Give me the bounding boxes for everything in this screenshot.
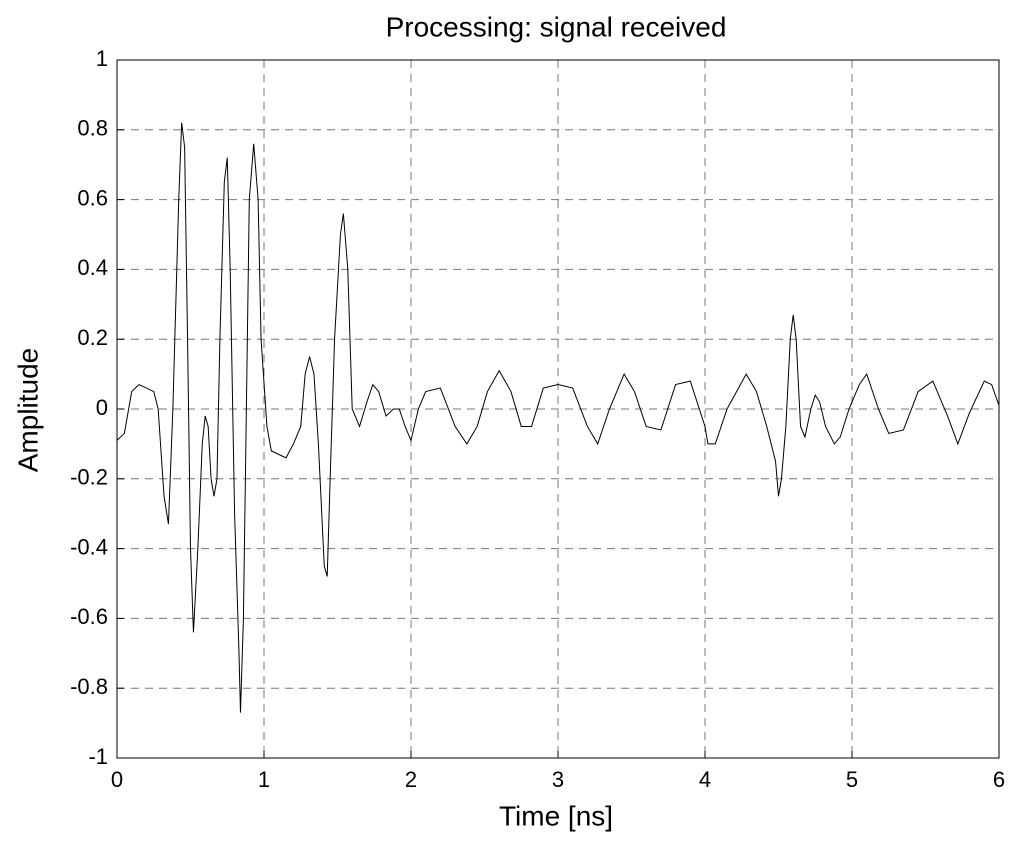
y-tick-label: 0.6 [77,185,108,210]
x-tick-label: 1 [258,767,270,792]
x-tick-label: 4 [699,767,711,792]
y-axis-label: Amplitude [12,348,43,473]
x-tick-label: 5 [846,767,858,792]
x-tick-label: 2 [405,767,417,792]
x-tick-label: 3 [552,767,564,792]
y-tick-label: 1 [96,46,108,71]
chart-title: Processing: signal received [386,11,727,42]
y-tick-label: -0.8 [70,674,108,699]
y-tick-label: -1 [88,744,108,769]
x-tick-label: 6 [993,767,1005,792]
signal-line [116,122,1000,713]
x-axis-label: Time [ns] [499,800,613,831]
plot-frame [116,59,1000,759]
x-tick-label: 0 [111,767,123,792]
y-tick-label: -0.4 [70,534,108,559]
y-tick-label: 0.8 [77,116,108,141]
y-tick-label: 0.2 [77,325,108,350]
y-tick-label: -0.2 [70,465,108,490]
y-tick-label: 0.4 [77,255,108,280]
y-tick-label: -0.6 [70,604,108,629]
y-tick-label: 0 [96,395,108,420]
